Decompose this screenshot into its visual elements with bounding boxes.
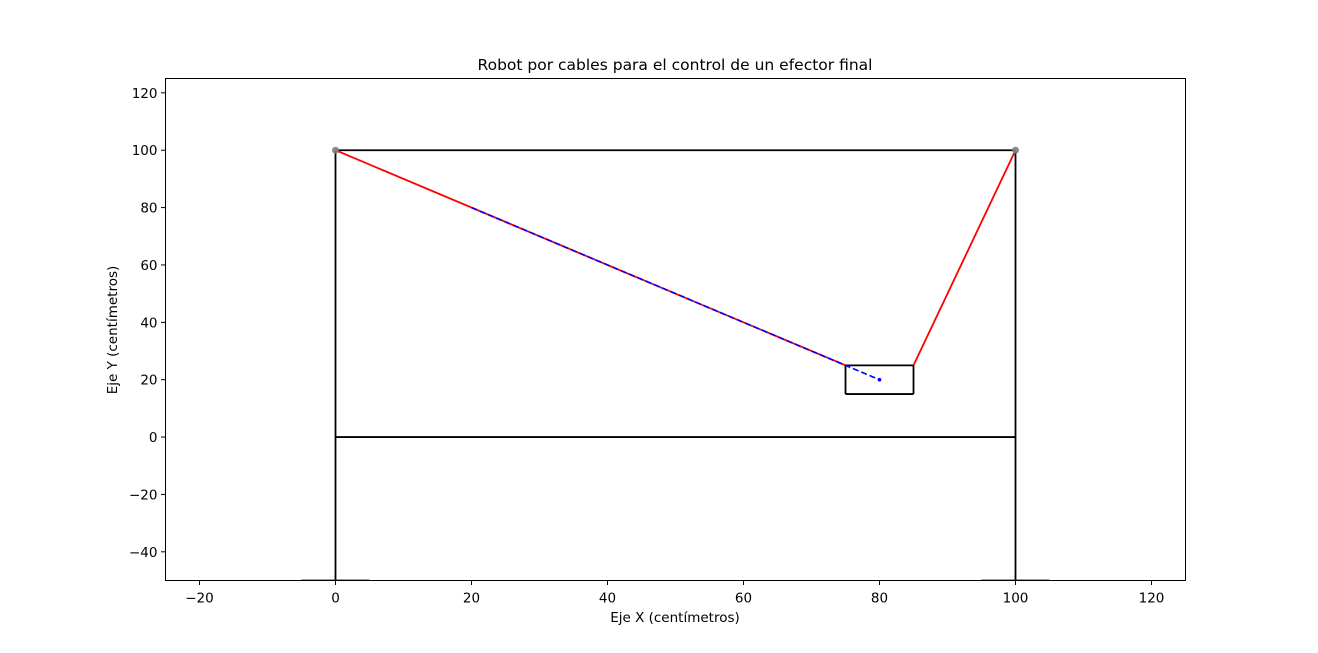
plot-marks <box>301 146 1050 581</box>
trajectory-segment-0 <box>471 206 880 381</box>
ticks-layer: −20 0 20 40 60 80 100 120 −40 −20 0 20 40 60 80 100 120 <box>129 86 1164 607</box>
y-tick-label: 60 <box>140 258 157 274</box>
x-tick-label: 120 <box>1139 591 1165 607</box>
x-tick-label: 60 <box>735 591 752 607</box>
y-tick-label: 120 <box>132 86 158 102</box>
x-tick-label: 0 <box>331 591 340 607</box>
y-tick-label: −20 <box>129 487 158 503</box>
y-tick-label: 80 <box>140 201 157 217</box>
y-tick-label: 0 <box>149 430 158 446</box>
anchor-point-0 <box>332 146 339 154</box>
plot-frame <box>165 78 1186 581</box>
y-tick-label: 40 <box>140 315 157 331</box>
x-tick-label: −20 <box>185 591 214 607</box>
chart-title: Robot por cables para el control de un e… <box>478 56 873 74</box>
x-tick-label: 100 <box>1003 591 1029 607</box>
x-tick-label: 20 <box>463 591 480 607</box>
x-axis-label: Eje X (centímetros) <box>610 610 740 626</box>
x-tick-label: 40 <box>599 591 616 607</box>
y-tick-label: 20 <box>140 373 157 389</box>
cable-segment-1 <box>912 149 1017 366</box>
anchor-point-1 <box>1012 146 1019 154</box>
trajectory-end-point <box>877 377 882 382</box>
y-tick-label: 100 <box>132 143 158 159</box>
y-axis-label: Eje Y (centímetros) <box>105 266 121 395</box>
x-tick-label: 80 <box>871 591 888 607</box>
y-tick-label: −40 <box>129 545 158 561</box>
